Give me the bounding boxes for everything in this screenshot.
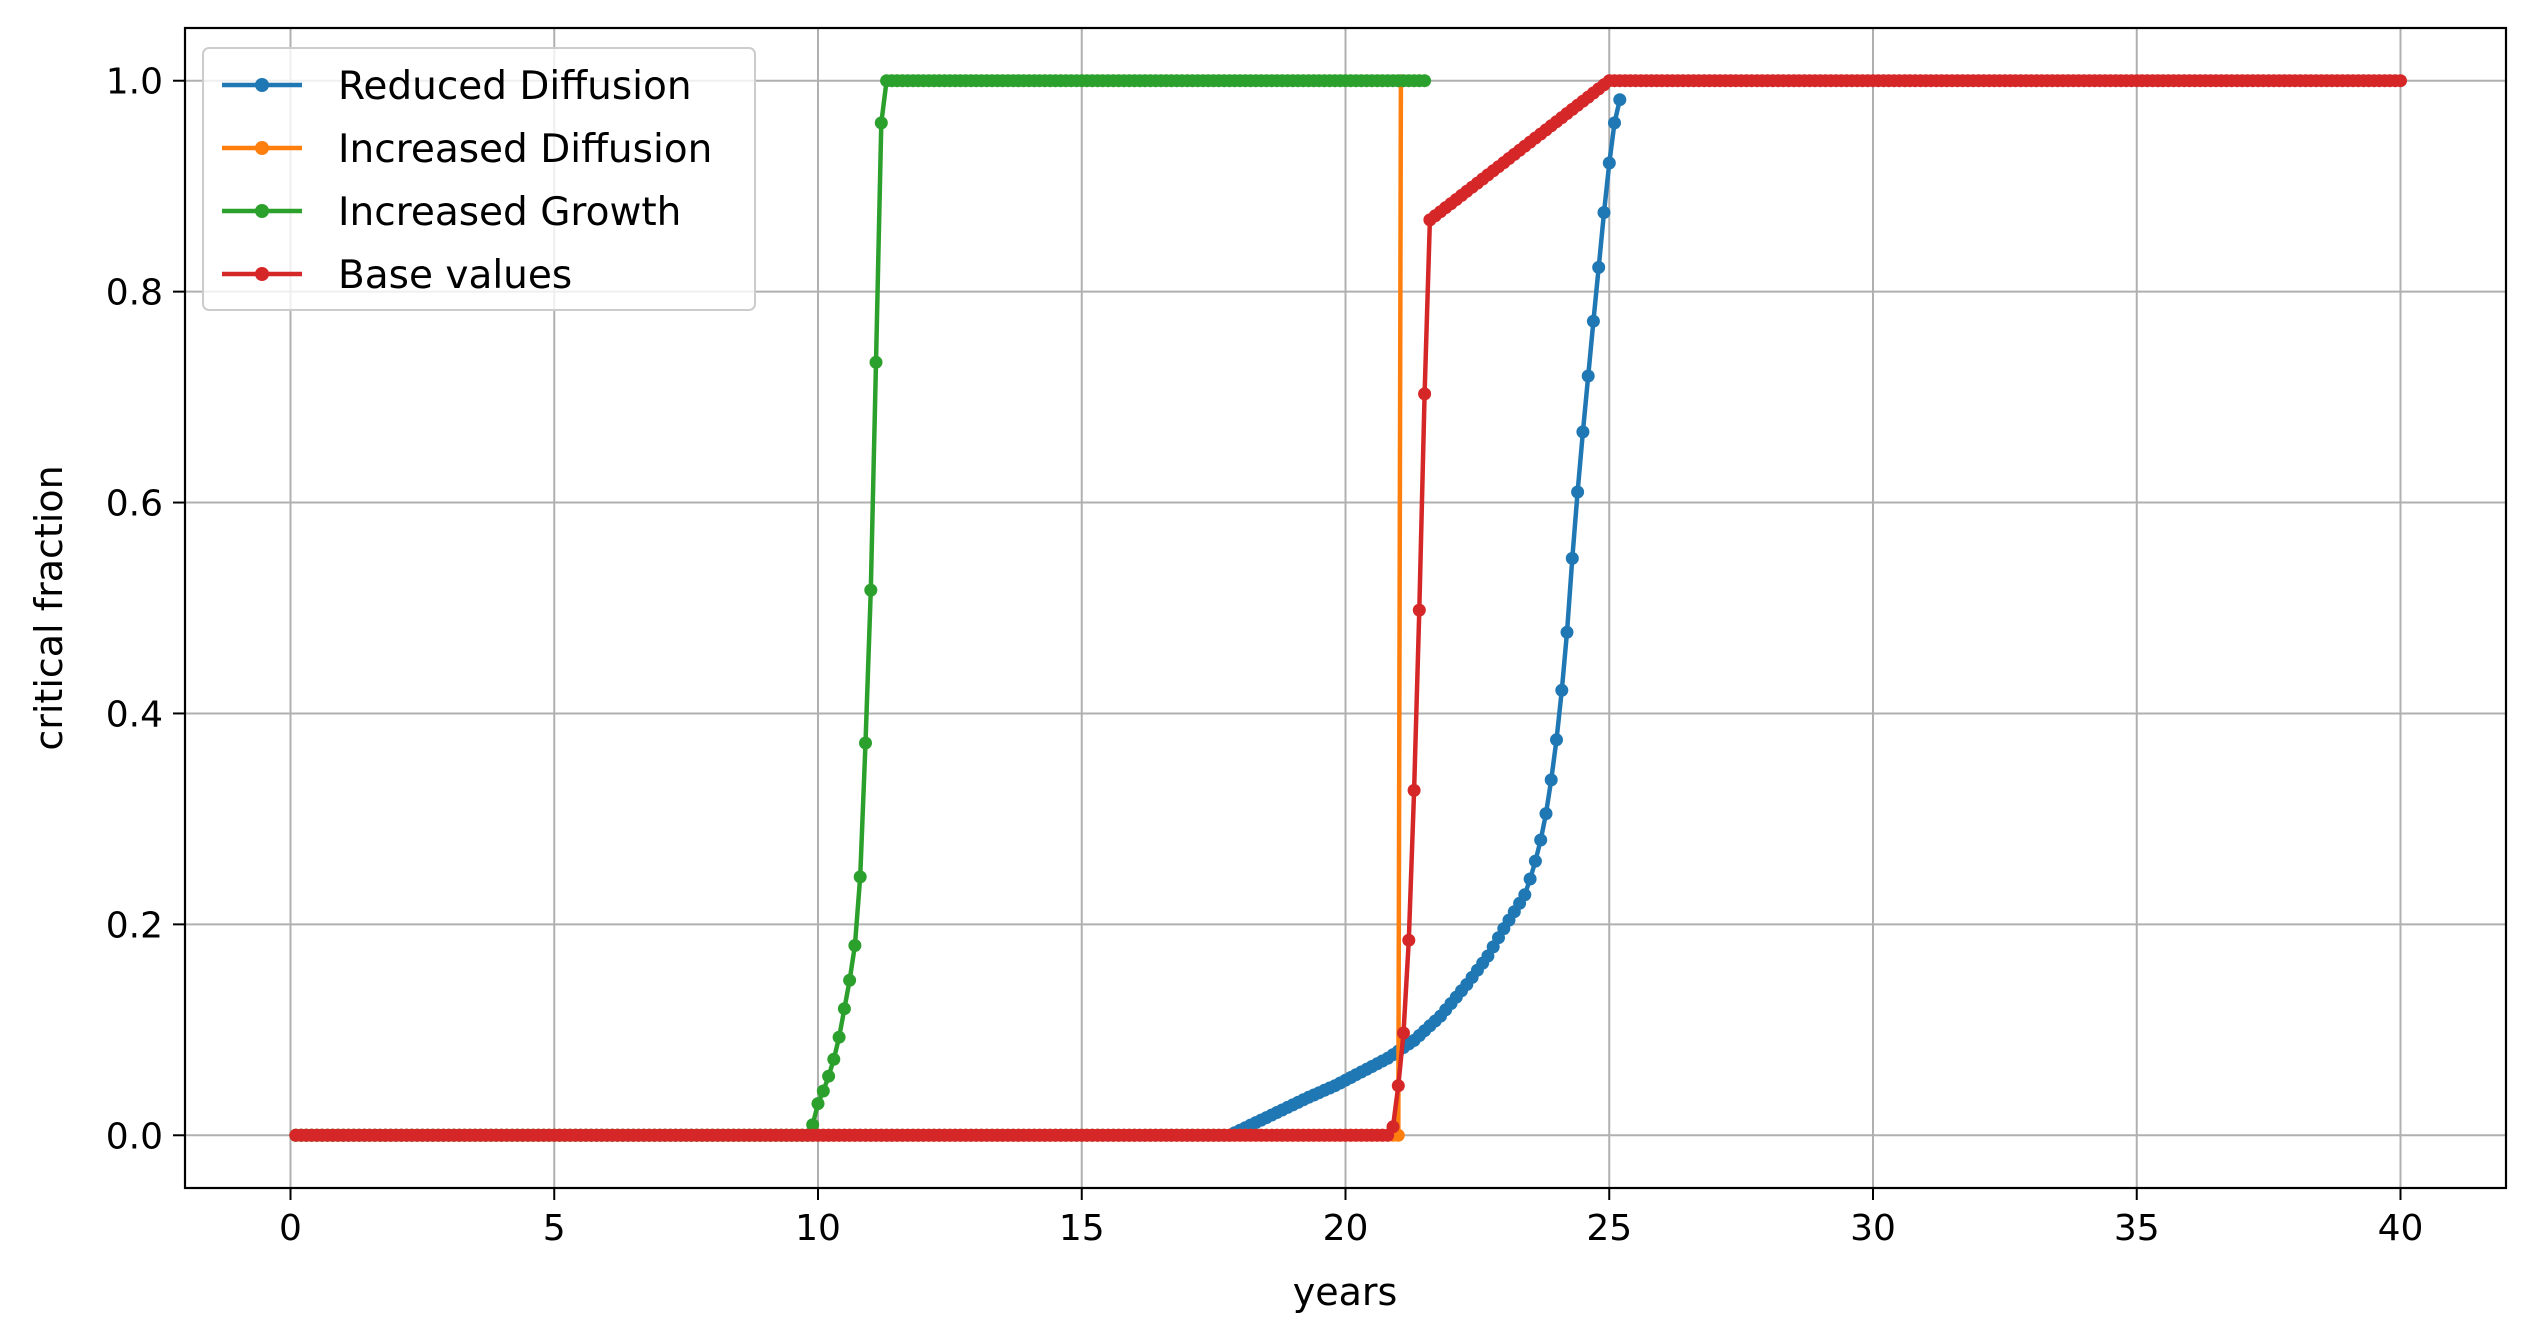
series-base-values (289, 74, 2407, 1142)
data-point (1518, 888, 1532, 902)
data-point (1397, 1026, 1410, 1040)
x-tick-label: 25 (1586, 1208, 1632, 1249)
data-point (837, 1002, 851, 1016)
y-tick-label: 1.0 (106, 62, 163, 103)
y-tick-label: 0.8 (106, 273, 163, 314)
data-point (853, 870, 867, 884)
y-axis-label: critical fraction (27, 465, 71, 750)
data-point (1391, 1079, 1405, 1093)
legend-entry: Increased Growth (222, 190, 681, 235)
x-tick-label: 15 (1059, 1208, 1105, 1249)
legend-marker (255, 78, 269, 92)
data-point (1571, 485, 1585, 499)
data-point (1555, 683, 1569, 697)
data-point (1544, 773, 1558, 787)
data-point (1523, 872, 1537, 886)
data-point (1412, 603, 1426, 617)
y-tick-label: 0.0 (106, 1116, 163, 1157)
data-point (859, 736, 872, 750)
data-point (1402, 933, 1416, 947)
data-point (1586, 314, 1600, 328)
data-point (1386, 1120, 1400, 1134)
data-point (1597, 206, 1611, 219)
data-point (806, 1118, 820, 1132)
data-point (1576, 425, 1590, 439)
data-point (1581, 369, 1595, 383)
x-tick-label: 30 (1850, 1208, 1896, 1249)
legend-entry: Reduced Diffusion (222, 64, 692, 109)
legend-label: Reduced Diffusion (338, 64, 692, 109)
x-tick-label: 0 (279, 1208, 302, 1249)
legend: Reduced Diffusion Increased Diffusion Incr… (202, 47, 756, 311)
data-point (827, 1052, 841, 1066)
data-point (1407, 783, 1421, 797)
data-point (1592, 260, 1606, 274)
data-point (1565, 551, 1579, 565)
data-point (1418, 387, 1432, 401)
x-tick-label: 5 (543, 1208, 566, 1249)
x-tick-label: 40 (2378, 1208, 2424, 1249)
y-tick-label: 0.4 (106, 694, 163, 735)
x-tick-label: 20 (1323, 1208, 1369, 1249)
data-point (1560, 625, 1574, 639)
legend-label: Increased Diffusion (338, 127, 712, 172)
series-layer (289, 74, 2407, 1142)
data-point (2394, 74, 2407, 88)
legend-frame (202, 47, 756, 311)
y-tick-label: 0.2 (106, 905, 163, 946)
data-point (848, 939, 862, 952)
legend-entry: Base values (222, 253, 572, 298)
data-point (864, 583, 878, 597)
legend-label: Increased Growth (338, 190, 681, 235)
x-axis: 0 5 10 15 20 25 30 35 40 (279, 1188, 2423, 1249)
data-point (874, 116, 888, 130)
data-point (1418, 74, 1432, 88)
data-point (869, 355, 883, 369)
x-tick-label: 35 (2114, 1208, 2160, 1249)
data-point (1602, 156, 1616, 170)
legend-marker (255, 141, 269, 155)
data-point (811, 1097, 825, 1111)
data-point (843, 973, 857, 987)
data-point (1550, 733, 1563, 747)
data-point (832, 1030, 846, 1044)
x-tick-label: 10 (795, 1208, 841, 1249)
data-point (816, 1084, 830, 1098)
data-point (1613, 93, 1627, 107)
data-point (1539, 807, 1553, 821)
legend-entry: Increased Diffusion (222, 127, 712, 172)
legend-label: Base values (338, 253, 572, 298)
legend-marker (255, 267, 269, 281)
x-axis-label: years (1293, 1270, 1398, 1314)
data-point (1528, 854, 1542, 868)
data-point (1534, 833, 1548, 847)
legend-marker (255, 204, 269, 218)
data-point (1608, 116, 1621, 130)
y-tick-label: 0.6 (106, 484, 163, 525)
y-axis: 0.0 0.2 0.4 0.6 0.8 1.0 (106, 62, 185, 1157)
grid (185, 28, 2506, 1188)
data-point (822, 1069, 836, 1083)
